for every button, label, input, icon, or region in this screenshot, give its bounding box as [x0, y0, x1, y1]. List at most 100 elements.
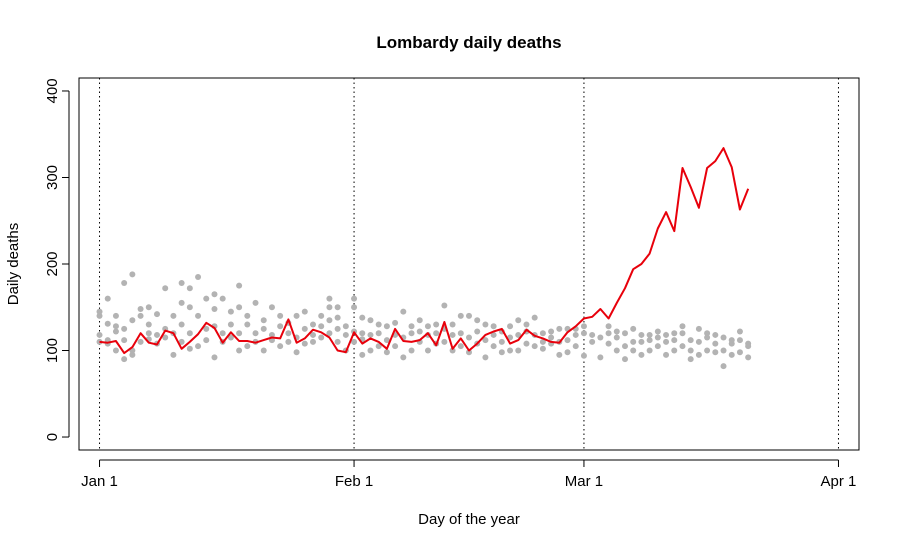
- data-point: [211, 354, 218, 361]
- x-axis: Jan 1 Feb 1 Mar 1 Apr 1: [81, 459, 857, 490]
- data-point: [736, 328, 743, 335]
- data-point: [515, 347, 522, 354]
- data-point: [457, 343, 464, 350]
- data-point: [383, 337, 390, 344]
- data-point: [236, 347, 243, 354]
- data-point: [449, 347, 456, 354]
- data-point: [318, 312, 325, 319]
- data-point: [252, 299, 259, 306]
- data-point: [523, 340, 530, 347]
- data-point: [203, 325, 210, 332]
- data-point: [539, 330, 546, 337]
- data-point: [654, 328, 661, 335]
- data-point: [351, 338, 358, 345]
- data-point: [712, 331, 719, 338]
- data-point: [720, 347, 727, 354]
- data-point: [186, 345, 193, 352]
- data-point: [736, 337, 743, 344]
- data-point: [96, 331, 103, 338]
- data-point: [334, 304, 341, 311]
- data-point: [745, 340, 752, 347]
- data-point: [310, 338, 316, 345]
- data-point: [630, 347, 637, 354]
- data-point: [326, 304, 333, 311]
- previous-years-points: [96, 271, 752, 370]
- data-point: [367, 347, 374, 354]
- reference-lines: [99, 78, 839, 450]
- data-point: [720, 363, 727, 370]
- data-point: [622, 343, 628, 350]
- data-point: [260, 325, 267, 332]
- data-point: [268, 331, 275, 338]
- data-point: [580, 330, 587, 337]
- data-point: [416, 328, 423, 335]
- data-point: [449, 331, 456, 338]
- data-point: [408, 330, 415, 337]
- data-point: [359, 351, 366, 358]
- data-point: [318, 323, 325, 330]
- data-point: [318, 334, 325, 341]
- data-point: [383, 349, 390, 356]
- data-point: [392, 343, 399, 350]
- current-year-line: [99, 147, 750, 355]
- data-point: [622, 356, 628, 363]
- data-point: [679, 330, 686, 337]
- data-point: [145, 321, 152, 328]
- data-point: [137, 312, 144, 319]
- x-tick-label: Apr 1: [821, 473, 857, 490]
- data-point: [277, 312, 284, 319]
- data-point: [227, 321, 234, 328]
- data-point: [268, 304, 275, 311]
- data-point: [162, 334, 169, 341]
- data-point: [663, 331, 670, 338]
- data-point: [564, 349, 571, 356]
- data-point: [112, 347, 119, 354]
- data-point: [96, 312, 103, 319]
- data-point: [498, 338, 505, 345]
- data-point: [433, 321, 440, 328]
- data-point: [129, 271, 136, 278]
- data-point: [589, 331, 596, 338]
- data-point: [112, 328, 119, 335]
- data-point: [285, 330, 292, 337]
- data-point: [433, 330, 440, 337]
- data-point: [260, 317, 267, 324]
- data-point: [695, 351, 702, 358]
- data-point: [334, 338, 341, 345]
- data-point: [359, 314, 366, 321]
- data-point: [687, 356, 694, 363]
- data-point: [400, 354, 407, 361]
- data-point: [211, 291, 218, 298]
- data-point: [671, 347, 678, 354]
- data-point: [326, 295, 333, 302]
- data-point: [424, 323, 431, 330]
- data-point: [712, 340, 719, 347]
- data-point: [392, 319, 399, 326]
- data-point: [605, 323, 612, 330]
- data-point: [203, 337, 210, 344]
- data-point: [227, 334, 234, 341]
- data-point: [112, 323, 119, 330]
- data-point: [375, 343, 382, 350]
- data-point: [236, 330, 243, 337]
- data-point: [301, 308, 308, 315]
- data-point: [654, 343, 661, 350]
- y-tick-label: 400: [44, 78, 61, 103]
- data-point: [145, 330, 152, 337]
- data-point: [482, 321, 489, 328]
- data-point: [112, 312, 119, 319]
- data-point: [638, 338, 645, 345]
- y-tick-label: 300: [44, 165, 61, 190]
- data-point: [531, 314, 538, 321]
- data-point: [137, 305, 144, 312]
- data-point: [507, 347, 514, 354]
- data-point: [252, 330, 259, 337]
- data-point: [671, 330, 678, 337]
- data-point: [170, 351, 177, 358]
- data-point: [589, 338, 596, 345]
- data-point: [695, 338, 702, 345]
- y-tick-label: 200: [44, 251, 61, 276]
- data-point: [663, 351, 670, 358]
- data-point: [195, 273, 202, 280]
